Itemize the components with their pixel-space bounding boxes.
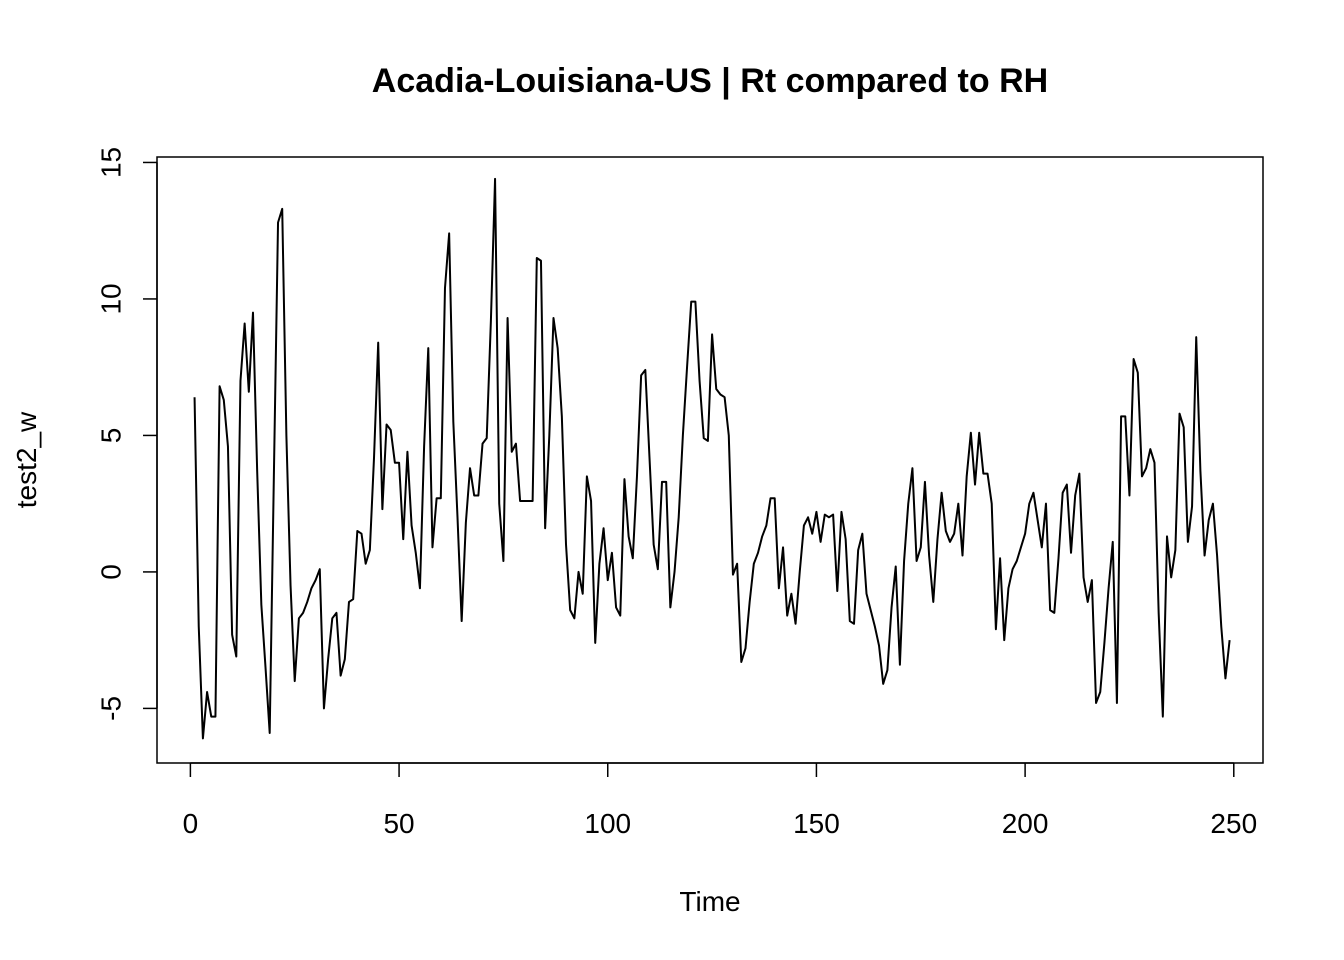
x-tick-label: 200 (1002, 808, 1049, 839)
y-tick-label: 10 (96, 283, 127, 314)
x-tick-label: 100 (584, 808, 631, 839)
x-tick-label: 250 (1210, 808, 1257, 839)
x-tick-label: 0 (183, 808, 199, 839)
chart-title: Acadia-Louisiana-US | Rt compared to RH (372, 62, 1048, 100)
x-tick-label: 50 (383, 808, 414, 839)
y-axis: -5 0 5 10 15 (96, 147, 158, 721)
y-tick-label: 5 (96, 428, 127, 444)
y-axis-label: test2_w (11, 411, 42, 508)
series-line (193, 177, 1231, 740)
y-tick-label: 15 (96, 147, 127, 178)
x-tick-label: 150 (793, 808, 840, 839)
x-axis: 0 50 100 150 200 250 (183, 762, 1257, 839)
y-tick-label: -5 (96, 696, 127, 721)
y-tick-label: 0 (96, 564, 127, 580)
x-axis-label: Time (679, 886, 740, 917)
series-group (193, 177, 1231, 740)
